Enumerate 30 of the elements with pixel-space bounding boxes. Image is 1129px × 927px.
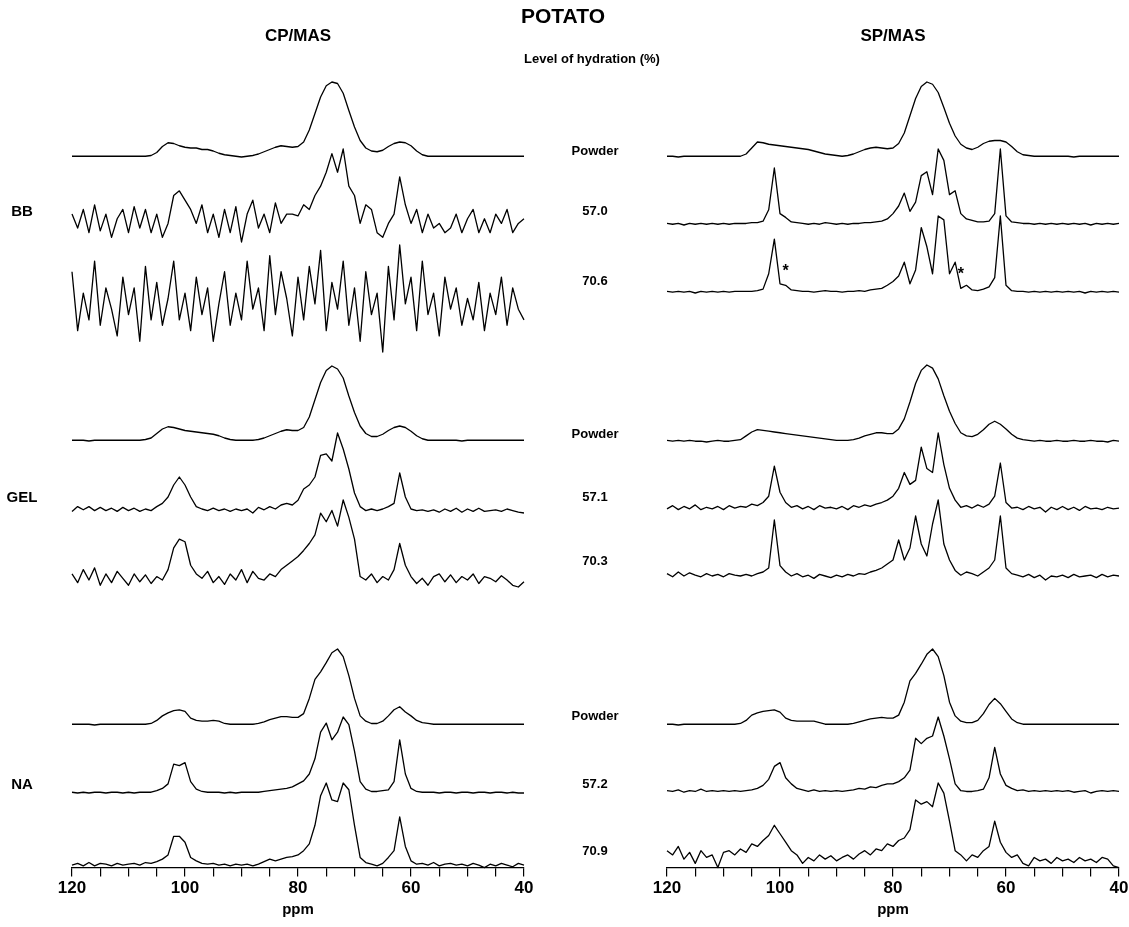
x-tick-label: 100 — [170, 878, 200, 898]
text: Level of hydration (%) — [524, 50, 660, 66]
x-tick-label: 120 — [57, 878, 87, 898]
x-tick-label: 120 — [652, 878, 682, 898]
text: 70.9 — [582, 842, 608, 858]
text: 57.2 — [582, 775, 608, 791]
x-tick-label: 40 — [514, 878, 534, 898]
y-axis-title: BB — [11, 201, 33, 219]
text: 70.3 — [582, 552, 608, 568]
annotation: * — [957, 264, 965, 282]
text: 57.1 — [582, 488, 608, 504]
x-tick-label: 40 — [1109, 878, 1129, 898]
x-tick-label: 100 — [765, 878, 795, 898]
text: POTATO — [521, 4, 605, 28]
text: Powder — [571, 425, 619, 441]
text: 70.6 — [582, 272, 608, 288]
x-tick-label: 80 — [288, 878, 308, 898]
x-tick-label: 60 — [996, 878, 1016, 898]
chart-title: SP/MAS — [860, 26, 926, 46]
x-tick-label: 60 — [401, 878, 421, 898]
chart-title: CP/MAS — [264, 26, 332, 46]
x-axis-title: ppm — [877, 900, 909, 918]
text: Powder — [571, 142, 619, 158]
annotation: * — [782, 261, 790, 279]
x-tick-label: 80 — [883, 878, 903, 898]
x-axis-title: ppm — [282, 900, 314, 918]
y-axis-title: GEL — [6, 487, 38, 505]
y-axis-title: NA — [11, 774, 33, 792]
text: Powder — [571, 707, 619, 723]
text: 57.0 — [582, 202, 608, 218]
